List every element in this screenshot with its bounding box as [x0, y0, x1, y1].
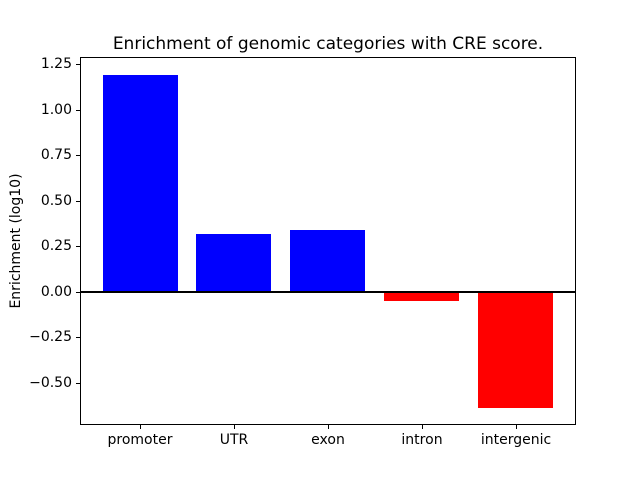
x-tick-mark [234, 425, 235, 429]
x-tick-mark [328, 425, 329, 429]
zero-line [80, 291, 576, 293]
x-tick-label-promoter: promoter [107, 432, 173, 448]
y-tick-mark [76, 110, 80, 111]
x-tick-label-UTR: UTR [219, 432, 249, 448]
y-tick-label: 1.25 [40, 56, 72, 72]
y-tick-label: 0.50 [40, 193, 72, 209]
y-tick-label: 1.00 [40, 102, 72, 118]
x-tick-mark [516, 425, 517, 429]
y-tick-mark [76, 155, 80, 156]
bar-promoter [103, 75, 178, 292]
y-tick-mark [76, 201, 80, 202]
x-tick-label-intergenic: intergenic [480, 432, 552, 448]
x-tick-label-intron: intron [401, 432, 443, 448]
y-tick-mark [76, 292, 80, 293]
x-tick-mark [140, 425, 141, 429]
y-tick-label: 0.75 [40, 147, 72, 163]
bar-exon [290, 230, 365, 292]
y-tick-mark [76, 246, 80, 247]
x-tick-mark [422, 425, 423, 429]
bar-intron [384, 292, 459, 301]
y-tick-mark [76, 337, 80, 338]
y-tick-label: 0.00 [40, 284, 72, 300]
y-tick-label: −0.50 [29, 375, 72, 391]
y-tick-mark [76, 383, 80, 384]
y-tick-label: −0.25 [29, 329, 72, 345]
y-tick-mark [76, 64, 80, 65]
y-tick-label: 0.25 [40, 238, 72, 254]
x-tick-label-exon: exon [311, 432, 345, 448]
bar-UTR [196, 234, 271, 292]
chart-title: Enrichment of genomic categories with CR… [112, 34, 544, 54]
bar-intergenic [478, 292, 553, 408]
